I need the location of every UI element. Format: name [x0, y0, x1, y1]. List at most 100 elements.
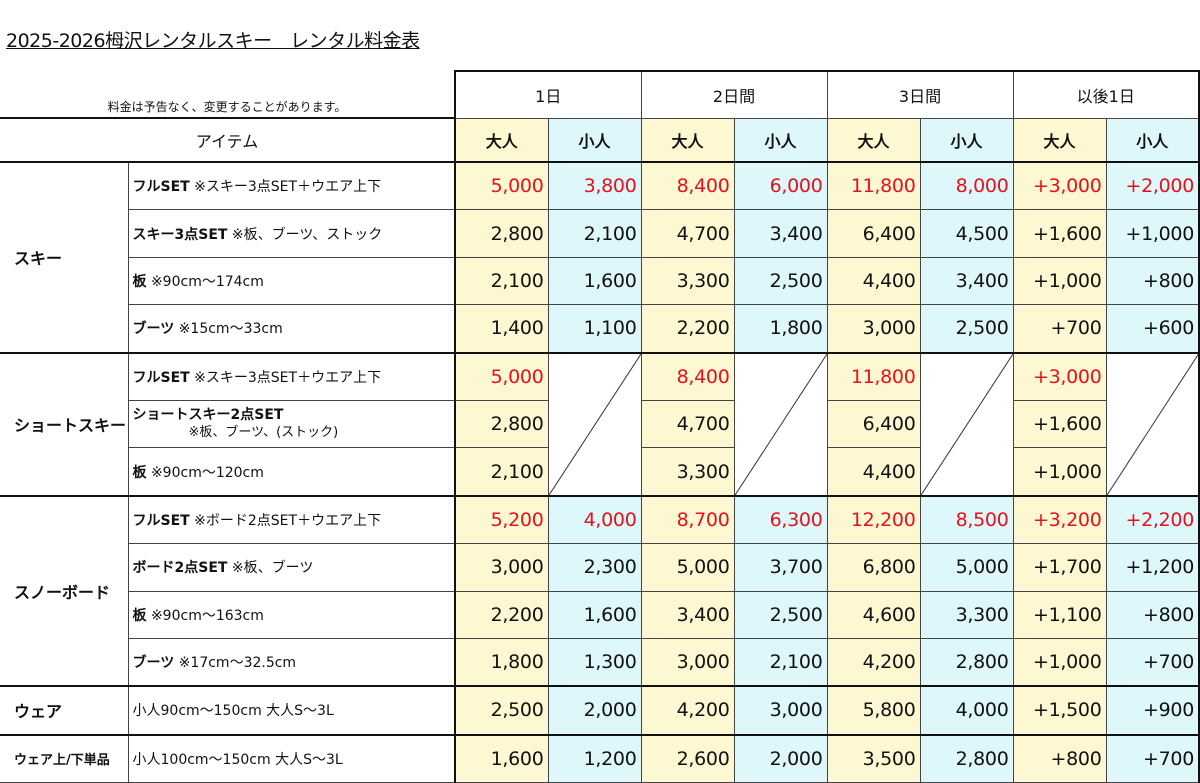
child-price: 3,700 [733, 543, 828, 592]
child-price: +700 [1105, 637, 1200, 687]
adult-price: 5,000 [454, 161, 549, 211]
adult-price: 3,300 [640, 447, 735, 497]
item-label: 小人100cm～150cm 大人S～3L [127, 733, 456, 783]
item-name: ブーツ [132, 321, 175, 338]
adult-price: 2,600 [640, 733, 735, 783]
table-row: ウェア上/下単品 小人100cm～150cm 大人S～3L 1,600 1,200 2,… [0, 733, 1200, 783]
item-note: 小人90cm～150cm 大人S～3L [132, 703, 334, 720]
adult-header: 大人 [454, 117, 549, 163]
adult-price: +3,200 [1012, 494, 1107, 545]
adult-price: +1,600 [1012, 399, 1107, 449]
item-label: ブーツ ※15cm～33cm [127, 304, 456, 354]
adult-price: 2,200 [454, 590, 549, 639]
item-note: ※スキー3点SET＋ウエア上下 [189, 179, 382, 196]
adult-price: +1,000 [1012, 256, 1107, 306]
adult-price: 5,800 [826, 685, 921, 736]
item-label: 小人90cm～150cm 大人S～3L [127, 685, 456, 736]
item-label: 板 ※90cm～163cm [127, 590, 456, 639]
table-row: ショートスキー2点SET ※板、ブーツ、(ストック) 2,800 4,700 6,400… [0, 399, 1199, 449]
adult-price: 2,200 [640, 304, 735, 354]
table-row: ボード2点SET ※板、ブーツ 3,000 2,300 5,000 3,700 6,800… [0, 543, 1200, 592]
item-header: アイテム [0, 117, 456, 163]
child-price: 1,600 [547, 256, 642, 306]
child-price: +600 [1105, 304, 1200, 354]
child-header: 小人 [733, 117, 828, 163]
child-price: 1,600 [547, 590, 642, 639]
adult-price: 4,200 [640, 685, 735, 736]
child-price: +1,000 [1105, 209, 1200, 258]
adult-price: +3,000 [1012, 161, 1107, 211]
child-price: 4,500 [919, 209, 1014, 258]
category-label: スキー [0, 161, 129, 354]
adult-price: 12,200 [826, 494, 921, 545]
adult-price: 4,400 [826, 447, 921, 497]
adult-price: +1,600 [1012, 209, 1107, 258]
adult-price: 11,800 [826, 351, 921, 401]
category-label: ウェア [0, 685, 129, 736]
child-header: 小人 [1105, 117, 1200, 163]
item-name: ショートスキー2点SET [132, 407, 284, 424]
child-price: 1,800 [733, 304, 828, 354]
item-note: ※ボード2点SET＋ウエア上下 [189, 512, 382, 529]
child-price: 4,000 [547, 494, 642, 545]
table-row: ウェア 小人90cm～150cm 大人S～3L 2,500 2,000 4,200 3,0… [0, 685, 1200, 736]
adult-price: +1,500 [1012, 685, 1107, 736]
adult-header: 大人 [826, 117, 921, 163]
adult-price: 6,800 [826, 543, 921, 592]
adult-price: 5,200 [454, 494, 549, 545]
child-price: 2,000 [547, 685, 642, 736]
diagonal-slash-icon [735, 354, 827, 495]
child-price: 2,500 [733, 590, 828, 639]
item-note: ※板、ブーツ、(ストック) [188, 425, 339, 441]
page-title: 2025-2026栂沢レンタルスキー レンタル料金表 [6, 30, 420, 52]
category-label: ウェア上/下単品 [0, 733, 129, 783]
adult-header: 大人 [1012, 117, 1107, 163]
not-available-cell [547, 351, 642, 497]
item-note: ※板、ブーツ、ストック [227, 226, 383, 243]
child-price: 2,500 [733, 256, 828, 306]
adult-price: +800 [1012, 733, 1107, 783]
period-header-1day: 1日 [454, 70, 642, 119]
adult-price: 3,400 [640, 590, 735, 639]
adult-price: 8,700 [640, 494, 735, 545]
child-price: +2,200 [1105, 494, 1200, 545]
child-price: 5,000 [919, 543, 1014, 592]
item-name: 板 [132, 273, 147, 290]
adult-price: 8,400 [640, 161, 735, 211]
table-row: ブーツ ※15cm～33cm 1,400 1,100 2,200 1,800 3,000 2… [0, 304, 1200, 354]
table-row: スキー フルSET ※スキー3点SET＋ウエア上下 5,000 3,800 8,400 6… [0, 161, 1200, 354]
adult-price: 2,100 [454, 256, 549, 306]
adult-price: 6,400 [826, 209, 921, 258]
adult-price: 2,500 [454, 685, 549, 736]
adult-price: 1,600 [454, 733, 549, 783]
item-label: フルSET ※ボード2点SET＋ウエア上下 [127, 494, 456, 545]
child-price: +900 [1105, 685, 1200, 736]
item-name: 板 [132, 464, 147, 481]
adult-price: +1,100 [1012, 590, 1107, 639]
adult-price: 1,800 [454, 637, 549, 687]
child-price: 3,000 [733, 685, 828, 736]
child-price: 3,300 [919, 590, 1014, 639]
table-row: スノーボード フルSET ※ボード2点SET＋ウエア上下 5,200 4,000 8,7… [0, 494, 1200, 687]
adult-price: 3,000 [826, 304, 921, 354]
adult-price: 5,000 [454, 351, 549, 401]
adult-price: 11,800 [826, 161, 921, 211]
period-header-3days: 3日間 [826, 70, 1014, 119]
table-row: スキー3点SET ※板、ブーツ、ストック 2,800 2,100 4,700 3,400… [0, 209, 1200, 258]
adult-price: 2,800 [454, 399, 549, 449]
child-price: 2,000 [733, 733, 828, 783]
item-name: ボード2点SET [132, 560, 228, 577]
adult-header: 大人 [640, 117, 735, 163]
child-price: 6,000 [733, 161, 828, 211]
price-table: 料金は予告なく、変更することがあります。 1日 2日間 3日間 以後1日 アイテ… [0, 70, 1200, 783]
item-note: ※15cm～33cm [174, 321, 283, 338]
item-label: ショートスキー2点SET ※板、ブーツ、(ストック) [127, 399, 456, 449]
adult-price: +1,000 [1012, 447, 1107, 497]
diagonal-slash-icon [1107, 354, 1199, 495]
child-price: 2,300 [547, 543, 642, 592]
not-available-cell [1105, 351, 1200, 497]
item-note: ※板、ブーツ [227, 560, 314, 577]
item-name: ブーツ [132, 655, 175, 672]
table-row: 板 ※90cm～174cm 2,100 1,600 3,300 2,500 4,400 3,… [0, 256, 1200, 306]
adult-price: +1,000 [1012, 637, 1107, 687]
